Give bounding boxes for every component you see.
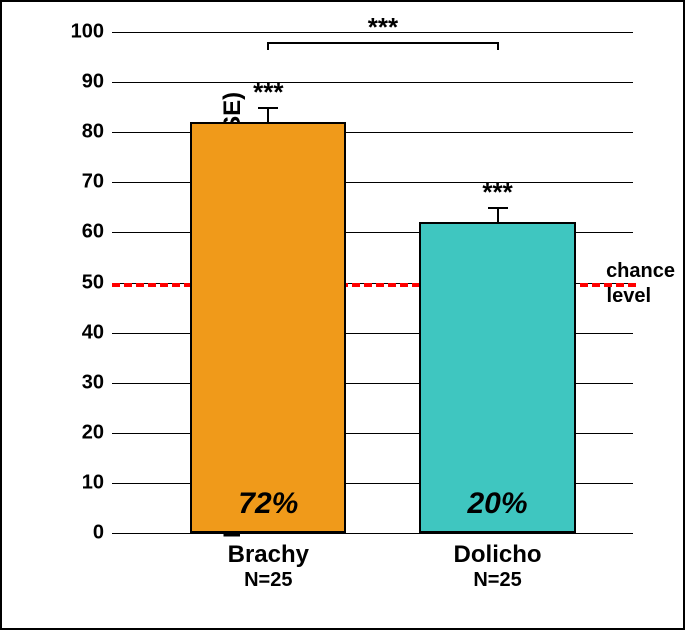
y-tick-label: 20 xyxy=(82,421,112,444)
y-tick-label: 0 xyxy=(93,522,112,545)
x-n: N=25 xyxy=(454,569,542,592)
y-tick-label: 80 xyxy=(82,121,112,144)
y-tick-label: 10 xyxy=(82,471,112,494)
plot-area: 0102030405060708090100chancelevel72%***B… xyxy=(112,32,633,533)
error-bar xyxy=(267,107,269,122)
y-tick-label: 70 xyxy=(82,171,112,194)
chart-container: Percent of correct choices (mean + SE) 0… xyxy=(0,0,685,630)
y-tick-label: 90 xyxy=(82,71,112,94)
x-category: Dolicho xyxy=(454,541,542,568)
bar-dolicho: 20% xyxy=(419,222,575,533)
error-bar xyxy=(497,207,499,222)
sig-label: *** xyxy=(253,77,283,108)
y-tick-label: 60 xyxy=(82,221,112,244)
chance-label-2: level xyxy=(607,285,651,307)
chance-label-1: chance xyxy=(606,259,675,281)
y-tick-label: 50 xyxy=(82,271,112,294)
x-n: N=25 xyxy=(228,569,309,592)
sig-label: *** xyxy=(482,177,512,208)
comparison-sig-label: *** xyxy=(368,12,398,43)
bar-inner-label: 72% xyxy=(238,487,298,521)
x-tick-label: BrachyN=25 xyxy=(228,533,309,592)
gridline xyxy=(112,82,633,83)
x-tick-label: DolichoN=25 xyxy=(454,533,542,592)
bar-inner-label: 20% xyxy=(467,487,527,521)
x-category: Brachy xyxy=(228,541,309,568)
y-tick-label: 40 xyxy=(82,321,112,344)
gridline xyxy=(112,533,633,534)
bar-brachy: 72% xyxy=(190,122,346,533)
y-tick-label: 100 xyxy=(71,21,112,44)
y-tick-label: 30 xyxy=(82,371,112,394)
